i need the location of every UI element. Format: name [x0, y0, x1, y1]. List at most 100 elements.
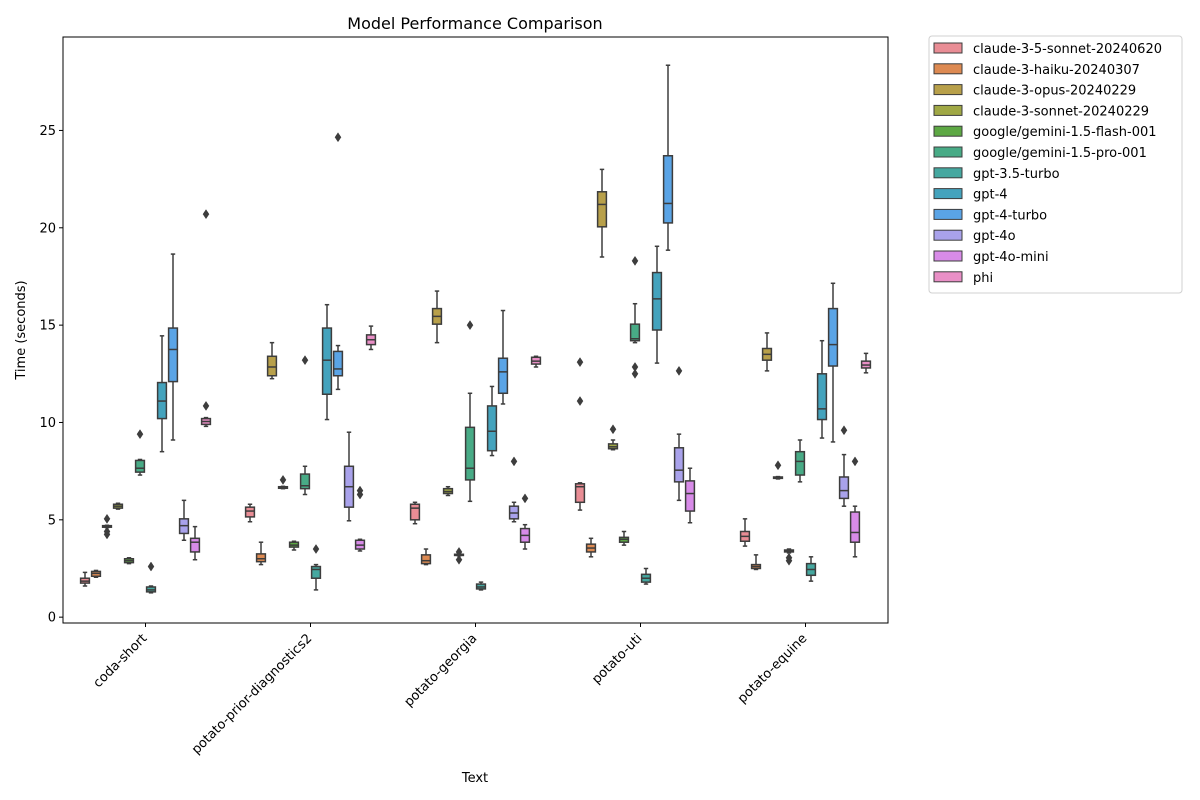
box-google-gemini-1-5-flash-001 — [783, 548, 795, 566]
box-gpt-4o — [178, 499, 190, 542]
box-body — [662, 155, 674, 224]
box-flier — [455, 554, 463, 565]
box-google-gemini-1-5-pro-001 — [629, 255, 641, 379]
x-axis: coda-short potato-prior-diagnostics2 potat… — [91, 623, 810, 757]
box-flier — [609, 424, 617, 435]
legend-swatch — [933, 104, 963, 116]
box-claude-3-sonnet-20240229 — [772, 460, 784, 480]
box-gpt-3-5-turbo — [640, 567, 652, 585]
legend-swatch — [933, 271, 963, 283]
box-body — [310, 565, 322, 579]
box-flier — [466, 320, 474, 331]
box-flier — [202, 209, 210, 220]
box-google-gemini-1-5-flash-001 — [618, 530, 630, 546]
legend-label: claude-3-haiku-20240307 — [973, 63, 1140, 78]
box-phi — [200, 209, 212, 428]
x-tick-label: coda-short — [91, 631, 151, 691]
legend-label: phi — [973, 271, 993, 286]
box-claude-3-opus-20240229 — [761, 332, 773, 372]
box-body — [486, 405, 498, 452]
box-phi — [365, 325, 377, 351]
box-body — [497, 357, 509, 395]
box-claude-3-opus-20240229 — [596, 168, 608, 258]
box-body — [266, 355, 278, 377]
legend-label: gpt-4o-mini — [973, 250, 1049, 265]
legend-label: claude-3-sonnet-20240229 — [973, 104, 1149, 119]
legend-label: gpt-3.5-turbo — [973, 167, 1060, 182]
box-claude-3-haiku-20240307 — [255, 541, 267, 566]
box-gpt-4o-mini — [519, 493, 531, 550]
box-gpt-4o-mini — [189, 525, 201, 561]
box-gpt-4 — [486, 385, 498, 457]
box-body — [816, 373, 828, 421]
box-gpt-3-5-turbo — [805, 556, 817, 582]
box-claude-3-5-sonnet-20240620 — [244, 503, 256, 523]
legend-label: gpt-4 — [973, 188, 1008, 203]
box-phi — [860, 352, 872, 374]
y-tick-label: 15 — [39, 319, 56, 334]
box-body — [167, 327, 179, 383]
box-gpt-4o — [343, 431, 355, 522]
box-gpt-4o — [838, 425, 850, 507]
box-gpt-4 — [321, 303, 333, 421]
box-google-gemini-1-5-pro-001 — [794, 439, 806, 483]
box-flier — [103, 513, 111, 524]
box-google-gemini-1-5-flash-001 — [123, 557, 135, 565]
box-flier — [840, 425, 848, 436]
box-body — [827, 307, 839, 367]
x-axis-label: Text — [461, 771, 488, 786]
box-body — [189, 537, 201, 553]
legend-label: gpt-4o — [973, 229, 1016, 244]
legend-label: google/gemini-1.5-pro-001 — [973, 146, 1147, 161]
box-gpt-4 — [156, 335, 168, 453]
box-flier — [279, 474, 287, 485]
box-google-gemini-1-5-pro-001 — [464, 320, 476, 503]
box-claude-3-haiku-20240307 — [420, 548, 432, 566]
box-gpt-4o-mini — [849, 456, 861, 558]
box-flier — [136, 429, 144, 440]
box-body — [684, 480, 696, 512]
box-claude-3-haiku-20240307 — [90, 569, 102, 578]
box-claude-3-5-sonnet-20240620 — [739, 518, 751, 547]
box-body — [596, 191, 608, 228]
legend-swatch — [933, 229, 963, 241]
y-tick-label: 20 — [39, 221, 56, 236]
box-gpt-4o-mini — [354, 485, 366, 552]
box-body — [651, 271, 663, 331]
box-flier — [312, 544, 320, 554]
box-body — [629, 323, 641, 342]
box-flier — [631, 368, 639, 379]
box-gpt-4-turbo — [827, 282, 839, 443]
box-claude-3-sonnet-20240229 — [277, 474, 289, 490]
box-flier — [103, 526, 111, 537]
box-body — [838, 476, 850, 500]
x-tick-label: potato-equine — [735, 631, 810, 706]
legend-swatch — [933, 250, 963, 262]
y-tick-label: 25 — [39, 124, 56, 139]
legend-frame — [928, 35, 1183, 294]
box-claude-3-opus-20240229 — [266, 341, 278, 380]
box-body — [134, 459, 146, 473]
box-flier — [202, 400, 210, 411]
box-google-gemini-1-5-flash-001 — [453, 546, 465, 565]
box-google-gemini-1-5-pro-001 — [134, 429, 146, 476]
box-flier — [576, 396, 584, 407]
box-flier — [301, 355, 309, 366]
legend-label: claude-3-5-sonnet-20240620 — [973, 42, 1162, 57]
legend-label: gpt-4-turbo — [973, 208, 1047, 223]
box-body — [574, 483, 586, 504]
legend-swatch — [933, 146, 963, 158]
box-google-gemini-1-5-flash-001 — [288, 540, 300, 551]
box-gpt-4-turbo — [497, 309, 509, 405]
box-body — [332, 350, 344, 377]
legend-swatch — [933, 42, 963, 54]
box-body — [464, 426, 476, 481]
chart-title: Model Performance Comparison — [347, 14, 602, 33]
box-claude-3-sonnet-20240229 — [112, 502, 124, 510]
box-gpt-4o — [673, 365, 685, 502]
box-flier — [356, 485, 364, 496]
box-claude-3-haiku-20240307 — [750, 554, 762, 571]
box-flier — [785, 552, 793, 563]
y-tick-label: 5 — [48, 513, 56, 528]
box-body — [794, 450, 806, 476]
